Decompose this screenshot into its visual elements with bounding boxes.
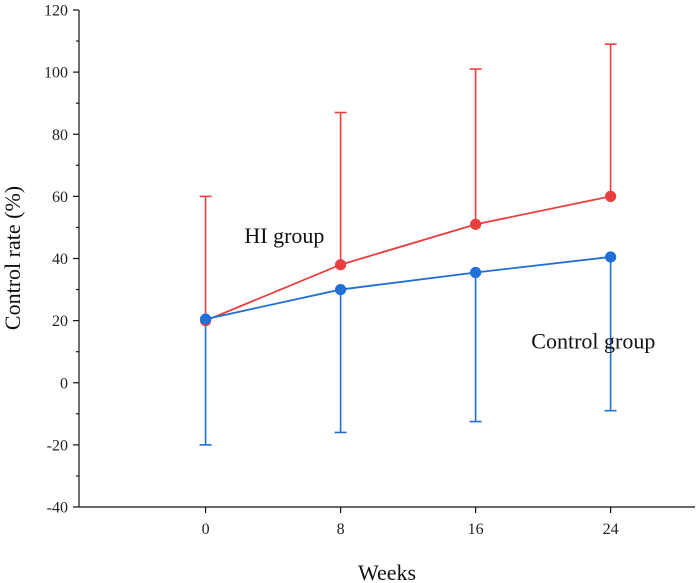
series-line-hi-group — [205, 195, 611, 322]
data-point-control-group — [470, 266, 482, 279]
error-bars — [199, 43, 617, 446]
annotation-hi-group: HI group — [244, 223, 324, 248]
y-axis-title: Control rate (%) — [0, 186, 25, 330]
y-tick-label: 20 — [52, 313, 68, 330]
data-point-control-group — [334, 283, 347, 296]
annotations: HI group Control group — [244, 223, 655, 354]
y-tick-label: 0 — [60, 375, 68, 392]
data-point-hi-group — [605, 190, 617, 202]
y-ticks: -40 -20 0 20 40 60 80 100 120 — [44, 3, 79, 517]
x-axis-title: Weeks — [358, 560, 416, 583]
x-tick-label: 24 — [603, 521, 619, 538]
x-tick-label: 0 — [202, 521, 210, 538]
y-tick-label: 80 — [52, 127, 68, 144]
data-points — [199, 190, 617, 327]
y-tick-label: 60 — [52, 189, 68, 206]
x-tick-label: 16 — [468, 521, 484, 538]
data-point-hi-group — [334, 259, 347, 271]
data-point-control-group — [199, 313, 212, 325]
y-tick-label: 120 — [44, 3, 68, 20]
data-point-hi-group — [470, 218, 482, 230]
y-tick-label: -20 — [47, 437, 68, 454]
y-tick-label: 100 — [44, 65, 68, 82]
data-point-control-group — [605, 251, 617, 263]
x-tick-label: 8 — [337, 521, 345, 538]
series-lines — [205, 195, 611, 322]
y-tick-label: 40 — [52, 251, 68, 268]
annotation-control-group: Control group — [531, 329, 655, 354]
x-ticks: 0 8 16 24 — [202, 507, 619, 538]
y-tick-label: -40 — [47, 500, 68, 517]
series-line-control-group — [205, 256, 611, 320]
